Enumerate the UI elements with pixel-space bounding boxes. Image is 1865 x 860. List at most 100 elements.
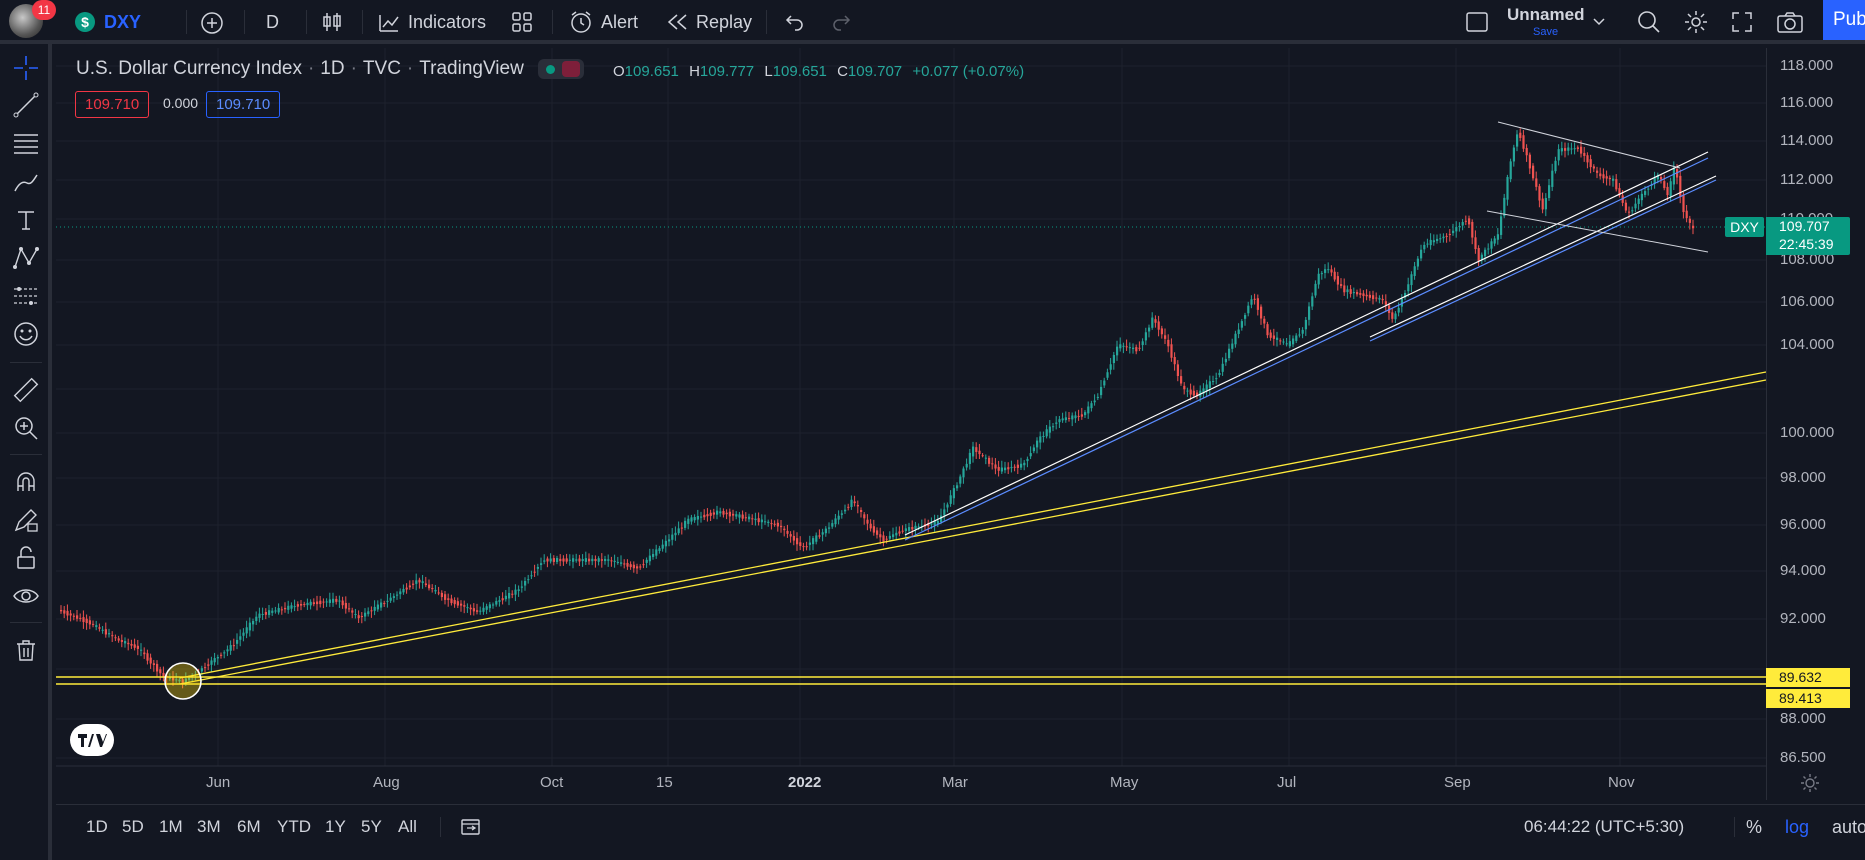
trash-icon[interactable] [10, 634, 42, 666]
auto-scale-toggle[interactable]: auto [1832, 817, 1865, 837]
text-tool-icon[interactable] [10, 204, 42, 236]
axis-settings-gear-icon[interactable] [1799, 772, 1821, 794]
candle-body [152, 663, 155, 665]
layout-name[interactable]: Unnamed [1507, 5, 1585, 24]
candle-body [597, 558, 600, 562]
candle-body [380, 602, 383, 608]
fullscreen-icon[interactable] [1730, 10, 1754, 34]
candle-body [236, 639, 239, 644]
log-scale-toggle[interactable]: log [1785, 817, 1810, 837]
search-icon[interactable] [1636, 9, 1662, 35]
tradingview-logo-icon[interactable] [70, 724, 114, 756]
crosshair-icon[interactable] [10, 52, 42, 84]
candle-body [1228, 348, 1231, 359]
candle-body [1519, 132, 1522, 138]
eye-icon[interactable] [10, 580, 42, 612]
range-1d-button[interactable]: 1D [86, 817, 108, 836]
undo-icon[interactable] [784, 11, 806, 33]
candle-body [178, 679, 181, 682]
fib-retracement-icon[interactable] [10, 128, 42, 160]
candle-body [296, 604, 299, 607]
candle-body [872, 526, 875, 533]
candle-body [674, 532, 677, 536]
save-link[interactable]: Save [1533, 26, 1559, 38]
range-1m-button[interactable]: 1M [159, 817, 183, 836]
candle-body [591, 558, 594, 562]
trend-line-icon[interactable] [10, 89, 42, 121]
range-ytd-button[interactable]: YTD [277, 817, 311, 836]
price-chart-canvas[interactable] [56, 48, 1766, 800]
range-6m-button[interactable]: 6M [237, 817, 261, 836]
ruler-icon[interactable] [10, 374, 42, 406]
camera-snapshot-icon[interactable] [1776, 10, 1804, 34]
candles-chart-type-icon[interactable] [320, 10, 344, 34]
candle-body [994, 464, 997, 469]
pattern-icon[interactable] [10, 242, 42, 274]
sell-price-button[interactable]: 109.710 [75, 91, 150, 118]
divider [244, 10, 245, 34]
indicators-button[interactable]: Indicators [408, 11, 487, 32]
range-all-button[interactable]: All [398, 817, 417, 836]
candle-body [1557, 149, 1560, 161]
timezone-clock[interactable]: 06:44:22 (UTC+5:30) [1524, 817, 1685, 836]
candle-body [1381, 298, 1384, 301]
range-3m-button[interactable]: 3M [197, 817, 221, 836]
candle-body [818, 535, 821, 537]
brush-icon[interactable] [10, 166, 42, 198]
candle-body [1192, 390, 1195, 396]
candle-body [88, 620, 91, 625]
candle-body [821, 532, 824, 535]
candle-body [1087, 406, 1090, 414]
layout-square-icon[interactable] [1465, 11, 1489, 33]
buy-price-button[interactable]: 109.710 [206, 91, 281, 118]
publish-button[interactable]: Pub [1823, 0, 1865, 40]
candle-body [1346, 289, 1349, 293]
templates-grid-icon[interactable] [510, 10, 534, 34]
candle-body [1170, 344, 1173, 358]
market-status-toggle[interactable] [537, 59, 584, 79]
indicators-icon[interactable] [377, 10, 401, 34]
goto-date-icon[interactable] [459, 816, 483, 838]
candle-body [1554, 160, 1557, 172]
unlock-icon[interactable] [10, 542, 42, 574]
candle-body [418, 579, 421, 583]
magnet-icon[interactable] [10, 466, 42, 498]
chart-legend: U.S. Dollar Currency Index · 1D · TVC · … [76, 58, 584, 80]
candle-body [373, 606, 376, 611]
gear-icon[interactable] [1683, 9, 1709, 35]
redo-icon[interactable] [830, 11, 852, 33]
prediction-measure-icon[interactable] [10, 280, 42, 312]
candle-body [917, 526, 920, 528]
candle-body [402, 588, 405, 593]
candle-body [428, 584, 431, 589]
candle-body [60, 609, 63, 612]
candle-body [703, 514, 706, 518]
chart-pane[interactable] [56, 48, 1766, 800]
percent-scale-toggle[interactable]: % [1746, 817, 1763, 837]
candle-body [114, 637, 117, 639]
symbol-search-button[interactable]: DXY [104, 11, 142, 32]
alert-clock-icon[interactable] [568, 10, 594, 34]
series-title[interactable]: U.S. Dollar Currency Index [76, 58, 302, 79]
candle-body [207, 664, 210, 666]
candle-body [268, 610, 271, 615]
price-axis[interactable]: 118.000116.000114.000112.000110.000108.0… [1766, 48, 1865, 800]
smiley-icon[interactable] [10, 318, 42, 350]
range-5d-button[interactable]: 5D [122, 817, 144, 836]
replay-button[interactable]: Replay [696, 11, 753, 32]
candle-body [1221, 363, 1224, 372]
alert-button[interactable]: Alert [601, 11, 639, 32]
replay-rewind-icon[interactable] [666, 11, 690, 33]
candle-body [584, 558, 587, 562]
pencil-lock-icon[interactable] [10, 504, 42, 536]
candle-body [1032, 447, 1035, 452]
candle-body [645, 559, 648, 563]
zoom-in-icon[interactable] [10, 412, 42, 444]
candle-body [1624, 202, 1627, 211]
compare-symbol-plus-icon[interactable] [200, 11, 224, 35]
range-1y-button[interactable]: 1Y [325, 817, 346, 836]
range-5y-button[interactable]: 5Y [361, 817, 382, 836]
chevron-down-icon[interactable] [1592, 16, 1606, 28]
interval-button[interactable]: D [266, 11, 279, 32]
candle-body [1615, 179, 1618, 190]
